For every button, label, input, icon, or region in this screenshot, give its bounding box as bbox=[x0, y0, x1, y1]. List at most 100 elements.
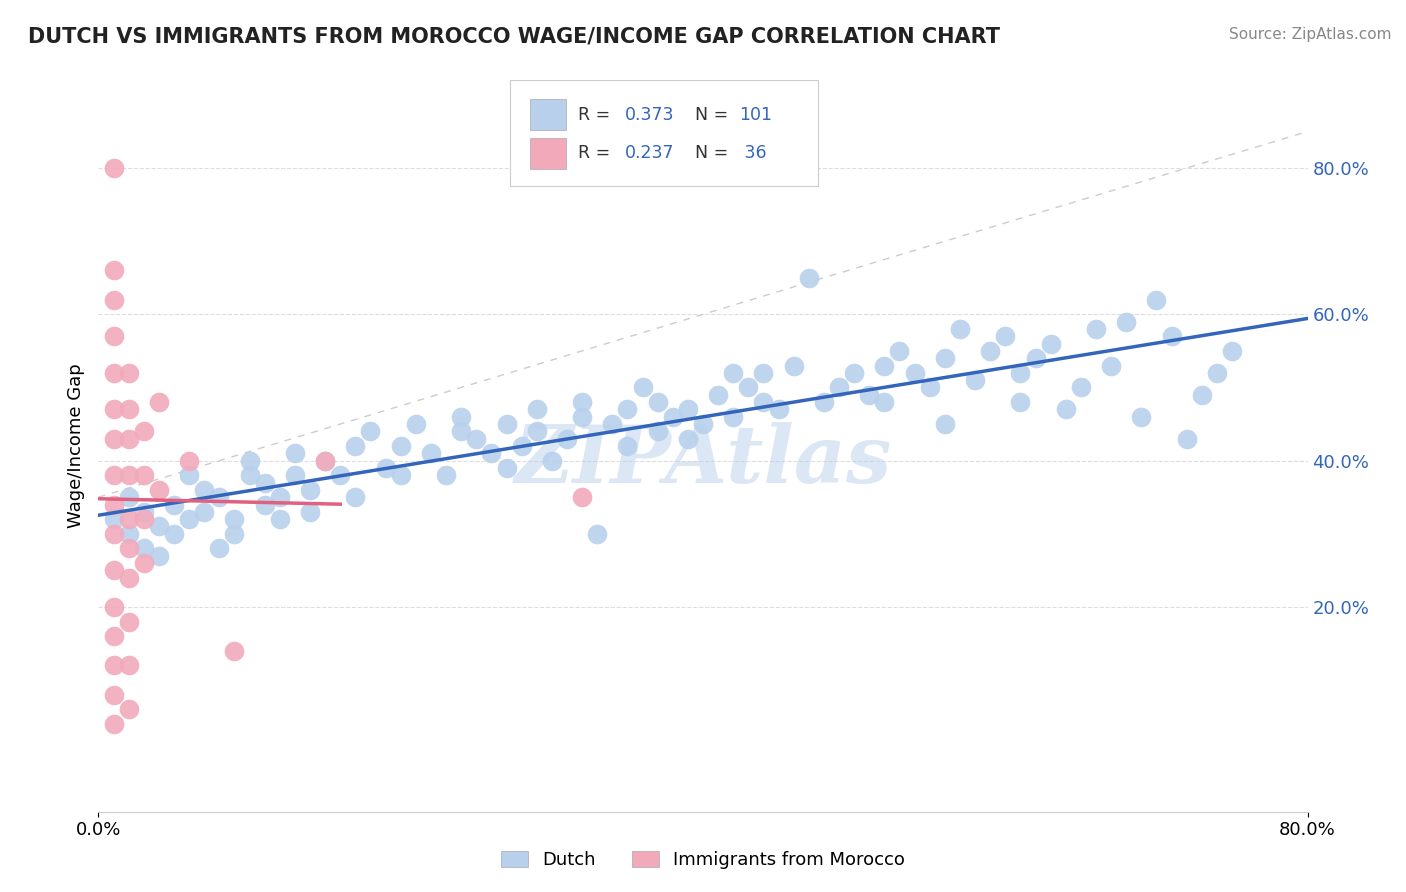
Point bbox=[813, 395, 835, 409]
Point bbox=[934, 417, 956, 431]
Point bbox=[389, 468, 412, 483]
Point bbox=[389, 439, 412, 453]
Point bbox=[1115, 315, 1137, 329]
Point bbox=[148, 483, 170, 497]
Point bbox=[148, 549, 170, 563]
Point bbox=[163, 498, 186, 512]
FancyBboxPatch shape bbox=[530, 138, 567, 169]
Point bbox=[1054, 402, 1077, 417]
Point bbox=[1160, 329, 1182, 343]
Point bbox=[103, 329, 125, 343]
Point bbox=[118, 702, 141, 716]
Point bbox=[374, 461, 396, 475]
Point bbox=[495, 461, 517, 475]
Point bbox=[647, 425, 669, 439]
Point bbox=[208, 541, 231, 556]
Point bbox=[661, 409, 683, 424]
Point bbox=[1175, 432, 1198, 446]
Point bbox=[103, 658, 125, 673]
Point bbox=[103, 498, 125, 512]
Point bbox=[253, 498, 276, 512]
Point bbox=[723, 366, 745, 380]
Point bbox=[1024, 351, 1046, 366]
Point bbox=[118, 526, 141, 541]
Point bbox=[676, 432, 699, 446]
Point bbox=[314, 453, 336, 467]
Point bbox=[602, 417, 624, 431]
Point bbox=[118, 615, 141, 629]
Point bbox=[1130, 409, 1153, 424]
Point bbox=[284, 468, 307, 483]
Point bbox=[103, 293, 125, 307]
Point bbox=[540, 453, 562, 467]
Point bbox=[224, 526, 246, 541]
Point bbox=[103, 717, 125, 731]
Point bbox=[873, 395, 896, 409]
Point bbox=[1085, 322, 1108, 336]
Point bbox=[434, 468, 457, 483]
Point bbox=[103, 402, 125, 417]
Point bbox=[314, 453, 336, 467]
Point bbox=[828, 380, 851, 394]
Point bbox=[193, 505, 215, 519]
Point bbox=[934, 351, 956, 366]
Point bbox=[253, 475, 276, 490]
Point bbox=[118, 366, 141, 380]
Point bbox=[329, 468, 352, 483]
Point bbox=[616, 439, 638, 453]
Point bbox=[904, 366, 927, 380]
Text: 0.237: 0.237 bbox=[624, 145, 673, 162]
Point bbox=[103, 688, 125, 702]
Point bbox=[103, 563, 125, 577]
Point bbox=[103, 512, 125, 526]
Point bbox=[450, 409, 472, 424]
Text: N =: N = bbox=[695, 105, 734, 124]
Point bbox=[526, 402, 548, 417]
Point bbox=[979, 343, 1001, 358]
Point bbox=[132, 425, 155, 439]
Point bbox=[193, 483, 215, 497]
Point bbox=[994, 329, 1017, 343]
Text: 36: 36 bbox=[740, 145, 766, 162]
Point bbox=[132, 505, 155, 519]
Point bbox=[118, 658, 141, 673]
Point bbox=[1144, 293, 1167, 307]
Point bbox=[481, 446, 503, 460]
Point bbox=[299, 505, 322, 519]
Point bbox=[103, 468, 125, 483]
Point bbox=[495, 417, 517, 431]
Point bbox=[405, 417, 427, 431]
Point bbox=[284, 446, 307, 460]
Text: DUTCH VS IMMIGRANTS FROM MOROCCO WAGE/INCOME GAP CORRELATION CHART: DUTCH VS IMMIGRANTS FROM MOROCCO WAGE/IN… bbox=[28, 27, 1000, 46]
Point bbox=[783, 359, 806, 373]
Text: R =: R = bbox=[578, 105, 616, 124]
Point bbox=[631, 380, 654, 394]
Point bbox=[224, 512, 246, 526]
Point bbox=[510, 439, 533, 453]
Point bbox=[420, 446, 443, 460]
Point bbox=[118, 468, 141, 483]
Point bbox=[571, 395, 593, 409]
Point bbox=[344, 439, 367, 453]
Point bbox=[208, 490, 231, 504]
Point bbox=[873, 359, 896, 373]
Point bbox=[224, 644, 246, 658]
FancyBboxPatch shape bbox=[530, 99, 567, 130]
Y-axis label: Wage/Income Gap: Wage/Income Gap bbox=[66, 364, 84, 528]
Point bbox=[299, 483, 322, 497]
Point bbox=[179, 468, 201, 483]
Point bbox=[1010, 366, 1032, 380]
Point bbox=[148, 395, 170, 409]
Point bbox=[1206, 366, 1229, 380]
Point bbox=[344, 490, 367, 504]
Point bbox=[103, 161, 125, 175]
Point bbox=[103, 366, 125, 380]
Point bbox=[269, 512, 291, 526]
Point bbox=[526, 425, 548, 439]
Point bbox=[132, 556, 155, 570]
Point bbox=[132, 541, 155, 556]
FancyBboxPatch shape bbox=[509, 80, 818, 186]
Point bbox=[555, 432, 578, 446]
Text: ZIPAtlas: ZIPAtlas bbox=[515, 422, 891, 500]
Point bbox=[103, 629, 125, 643]
